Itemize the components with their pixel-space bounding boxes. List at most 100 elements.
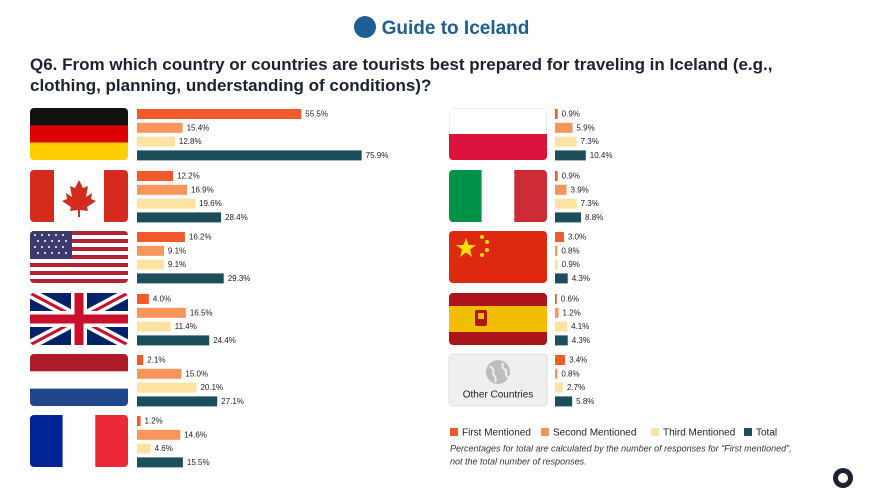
value-label: 19.6% [199, 199, 222, 208]
bar [137, 150, 362, 161]
bar [555, 382, 563, 393]
flag [30, 108, 128, 160]
value-label: 55.5% [305, 110, 328, 119]
value-label: 24.4% [213, 336, 236, 345]
footnote: not the total number of responses. [450, 456, 587, 466]
legend-swatch [450, 428, 458, 436]
bar [555, 198, 577, 209]
value-label: 5.9% [576, 123, 594, 132]
value-label: 16.2% [189, 233, 212, 242]
value-label: 9.1% [168, 246, 186, 255]
legend: First Mentioned Second Mentioned Third Men… [450, 428, 777, 439]
bar [137, 184, 188, 195]
value-label: 5.8% [576, 397, 594, 406]
flag [30, 354, 128, 406]
value-label: 28.4% [225, 213, 248, 222]
value-label: 0.9% [562, 260, 580, 269]
legend-label: Total [756, 428, 777, 439]
legend-label: First Mentioned [462, 428, 531, 439]
value-label: 9.1% [168, 260, 186, 269]
corner-logo [833, 468, 853, 488]
bar [137, 171, 174, 181]
bar [555, 150, 586, 161]
legend-swatch [651, 428, 659, 436]
bar [555, 109, 558, 119]
bar [137, 109, 302, 119]
bar [555, 335, 568, 346]
value-label: 0.6% [561, 295, 579, 304]
bar [555, 321, 568, 332]
bar [137, 416, 141, 426]
value-label: 3.0% [568, 233, 586, 242]
value-label: 75.9% [366, 151, 389, 160]
value-label: 10.4% [590, 151, 613, 160]
value-label: 4.1% [571, 322, 589, 331]
bar [137, 232, 185, 242]
value-label: 12.8% [179, 137, 202, 146]
value-label: 12.2% [177, 172, 200, 181]
bar [555, 184, 567, 195]
value-label: 4.3% [572, 274, 590, 283]
value-label: 15.5% [187, 458, 210, 467]
value-label: 0.9% [562, 110, 580, 119]
chart-title: Q6. From which country or countries are … [30, 55, 773, 95]
value-label: 4.0% [153, 295, 171, 304]
bar [137, 198, 196, 209]
value-label: 7.3% [581, 199, 599, 208]
value-label: 20.1% [200, 383, 223, 392]
brand: Guide to Iceland [0, 16, 883, 40]
brand-logo [353, 16, 376, 38]
bar [555, 136, 577, 147]
footnote: Percentages for total are calculated by … [450, 443, 792, 453]
value-label: 0.8% [561, 369, 579, 378]
bar [137, 355, 144, 365]
value-label: 29.3% [228, 274, 251, 283]
bar [137, 382, 197, 393]
bar [137, 307, 186, 318]
brand-name: Guide to Iceland [381, 18, 530, 39]
value-label: 3.4% [569, 356, 587, 365]
value-label: 11.4% [175, 322, 197, 331]
bar [137, 429, 181, 440]
value-label: 1.2% [145, 417, 163, 426]
bar [555, 273, 568, 284]
flag [449, 108, 547, 160]
bar [137, 273, 224, 284]
value-label: 4.3% [572, 336, 590, 345]
value-label: 3.9% [571, 185, 589, 194]
legend-label: Second Mentioned [553, 428, 636, 439]
bar [555, 368, 558, 379]
value-label: 16.9% [191, 185, 214, 194]
bar [137, 245, 164, 256]
bar [137, 368, 182, 379]
bar [137, 335, 210, 346]
bar [137, 294, 149, 304]
bar [555, 232, 564, 242]
bar [555, 259, 558, 270]
value-label: 4.6% [155, 444, 173, 453]
flag [30, 231, 128, 283]
legend-label: Third Mentioned [663, 428, 735, 439]
bar [137, 396, 218, 407]
flag [30, 170, 128, 222]
value-label: 1.2% [563, 308, 581, 317]
legend-swatch [744, 428, 752, 436]
value-label: 2.1% [147, 356, 165, 365]
value-label: 15.0% [185, 369, 208, 378]
bar [555, 122, 573, 133]
value-label: 2.7% [567, 383, 585, 392]
flag [30, 293, 128, 345]
legend-swatch [541, 428, 549, 436]
bar [137, 259, 164, 270]
flag [449, 293, 547, 345]
value-label: 14.6% [184, 430, 207, 439]
flag [449, 170, 547, 222]
value-label: 8.8% [585, 213, 603, 222]
bar [137, 136, 175, 147]
bar [555, 171, 558, 181]
value-label: 15.4% [187, 123, 210, 132]
bar [555, 307, 559, 318]
category-label: Other Countries [463, 390, 534, 401]
value-label: 0.8% [561, 246, 579, 255]
